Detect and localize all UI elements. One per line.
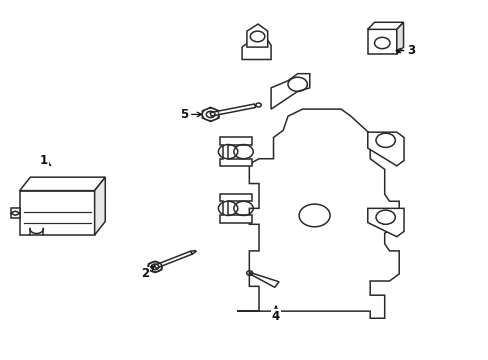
Polygon shape <box>95 177 105 235</box>
Polygon shape <box>367 208 403 237</box>
Polygon shape <box>249 273 279 287</box>
Polygon shape <box>237 109 398 318</box>
Text: 2: 2 <box>141 266 154 280</box>
Polygon shape <box>190 251 196 254</box>
Text: 1: 1 <box>40 154 51 167</box>
Text: 5: 5 <box>180 108 201 121</box>
Polygon shape <box>367 30 396 54</box>
Polygon shape <box>154 251 192 268</box>
Polygon shape <box>246 24 267 47</box>
Text: 4: 4 <box>271 306 280 323</box>
Polygon shape <box>220 138 251 166</box>
Polygon shape <box>148 261 162 273</box>
Polygon shape <box>367 22 403 30</box>
Polygon shape <box>202 107 219 122</box>
Text: 3: 3 <box>395 44 414 57</box>
Polygon shape <box>367 132 403 166</box>
Polygon shape <box>242 38 270 59</box>
Polygon shape <box>396 22 403 54</box>
Polygon shape <box>20 177 105 191</box>
Polygon shape <box>11 208 20 218</box>
Polygon shape <box>210 104 255 116</box>
Polygon shape <box>20 191 95 235</box>
Polygon shape <box>10 211 20 215</box>
Polygon shape <box>220 194 251 222</box>
Polygon shape <box>270 74 309 109</box>
